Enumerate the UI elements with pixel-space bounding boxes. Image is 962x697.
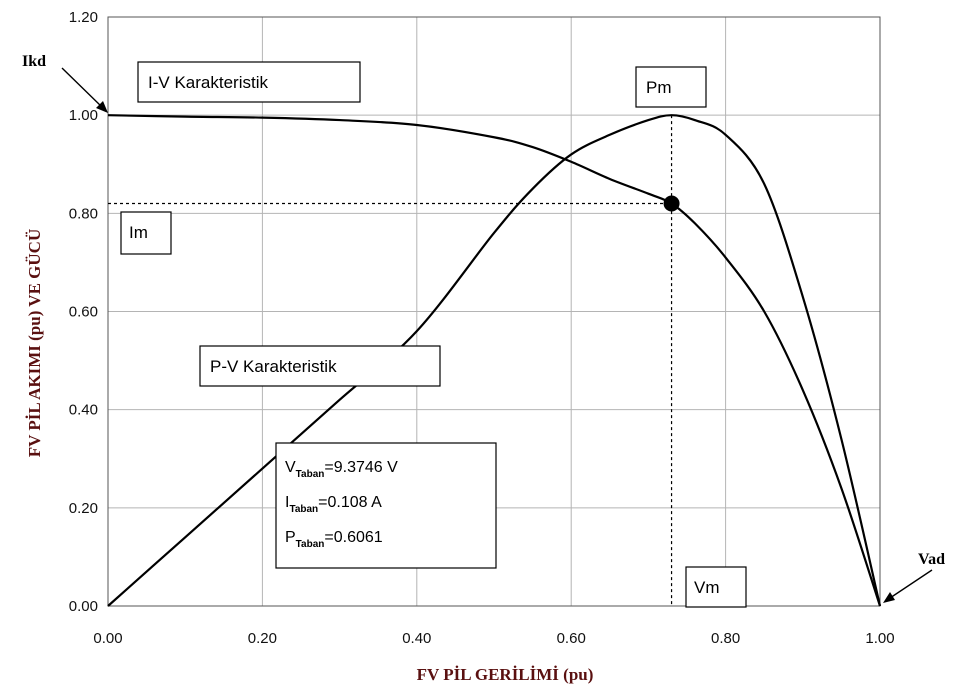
y-tick-label: 1.20 [69,9,98,26]
vad-arrowhead [883,592,895,603]
iv-curve [107,114,882,607]
im-label: Im [129,223,148,242]
x-tick-label: 1.00 [865,630,894,647]
plot-frame [107,16,881,607]
ikd-annotation: Ikd [22,53,108,113]
x-tick-label: 0.80 [711,630,740,647]
vm-label-box: Vm [685,566,747,608]
pv-label: P-V Karakteristik [210,357,337,376]
vm-label: Vm [694,578,720,597]
vad-label: Vad [918,551,945,568]
ikd-arrowhead [96,101,108,113]
y-axis-title: FV PİL AKIMI (pu) VE GÜCÜ [25,229,44,457]
y-tick-label: 0.40 [69,402,98,419]
x-axis-title: FV PİL GERİLİMİ (pu) [417,665,594,684]
ikd-label: Ikd [22,53,46,70]
y-tick-label: 1.00 [69,107,98,124]
x-tick-label: 0.20 [248,630,277,647]
series-lines [107,114,882,607]
pv-curve [107,114,882,607]
pv-label-box: P-V Karakteristik [199,345,441,387]
x-tick-label: 0.60 [557,630,586,647]
x-tick-label: 0.00 [93,630,122,647]
grid [107,16,881,607]
y-tick-label: 0.60 [69,304,98,321]
tick-labels: 0.00 0.20 0.40 0.60 0.80 1.00 0.00 0.20 0.40 0.60… [69,9,895,647]
mpp-point [663,195,680,212]
vad-arrow [889,569,933,599]
y-tick-label: 0.80 [69,205,98,222]
iv-label-box: I-V Karakteristik [137,61,361,103]
info-box: VTaban=9.3746 V ITaban=0.108 A PTaban=0.… [275,442,497,569]
x-tick-label: 0.40 [402,630,431,647]
y-tick-label: 0.00 [69,598,98,615]
im-label-box: Im [120,211,172,255]
pm-label-box: Pm [635,66,707,108]
vad-annotation: Vad [883,551,945,603]
info-i: ITaban=0.108 A [285,494,382,515]
y-tick-label: 0.20 [69,500,98,517]
mpp-guides [108,115,680,606]
info-v: VTaban=9.3746 V [285,459,398,480]
info-p: PTaban=0.6061 [285,529,383,550]
iv-label: I-V Karakteristik [148,73,268,92]
pm-label: Pm [646,78,672,97]
ikd-arrow [61,67,104,109]
